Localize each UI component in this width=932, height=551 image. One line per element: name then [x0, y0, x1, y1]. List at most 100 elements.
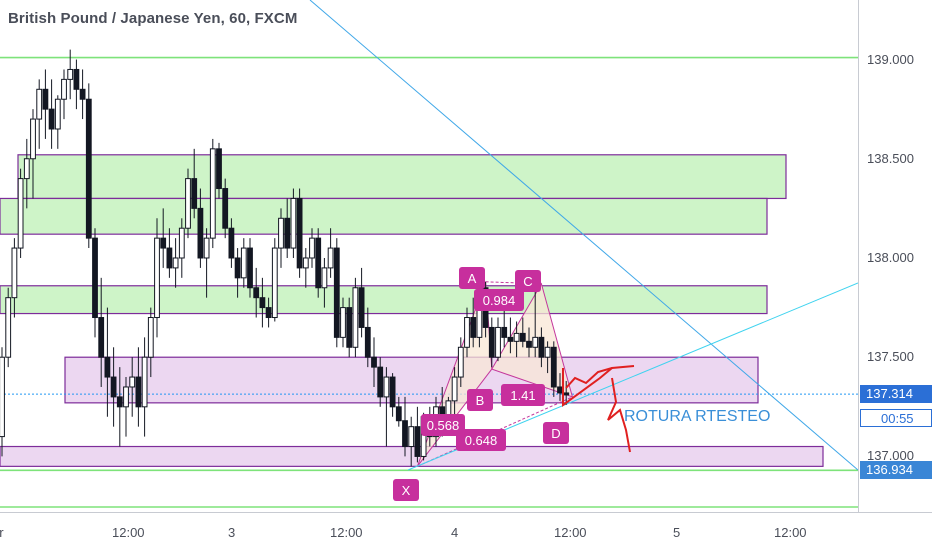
red-drawing-2 [565, 367, 613, 389]
price-axis[interactable]: 139.000 138.500 138.000 137.500 137.000 137.3… [858, 0, 932, 512]
ratio-label-1-text: 0.984 [483, 293, 516, 308]
candle [123, 386, 129, 408]
candle [513, 332, 520, 342]
candle [414, 426, 421, 457]
candle [42, 88, 49, 110]
label-x-text: X [402, 483, 411, 498]
candle [309, 237, 315, 259]
candle [209, 148, 216, 239]
current-price-label: 137.314 [860, 385, 932, 404]
candle [470, 317, 477, 338]
candle [160, 237, 167, 249]
candle [253, 287, 260, 299]
ratio-label-4-text: 0.568 [427, 418, 460, 433]
candle [197, 207, 204, 259]
candle [371, 356, 377, 368]
candle [116, 396, 123, 408]
countdown-label: 00:55 [860, 409, 932, 428]
price-tick: 138.500 [867, 150, 914, 166]
candle [526, 340, 532, 348]
candle [110, 376, 117, 398]
candle [178, 227, 185, 259]
candle [172, 257, 179, 269]
candle [278, 217, 284, 249]
candle [191, 178, 198, 209]
candle [61, 78, 67, 100]
candle [389, 376, 396, 408]
candle [495, 326, 501, 358]
candle [23, 158, 30, 180]
red-drawing-3 [607, 377, 631, 453]
time-tick: 12:00 [330, 525, 363, 540]
candle [228, 227, 235, 259]
ratio-label-2-text: 1.41 [510, 388, 535, 403]
ratio-label-1[interactable]: 0.984 [474, 289, 524, 311]
candle [154, 237, 160, 319]
candle [507, 336, 514, 342]
time-tick: 3 [228, 525, 236, 540]
chart-title: British Pound / Japanese Yen, 60, FXCM [8, 10, 298, 27]
ratio-label-3[interactable]: 0.648 [456, 429, 506, 451]
candle [166, 247, 173, 269]
candle [129, 376, 136, 388]
candle [488, 326, 495, 358]
label-a-text: A [468, 271, 477, 286]
candle [395, 406, 402, 422]
candle [247, 247, 253, 289]
candle [538, 336, 545, 358]
candle [141, 356, 148, 408]
candle [333, 247, 340, 338]
candle [216, 148, 222, 190]
candle [92, 237, 98, 319]
time-tick: 4 [451, 525, 459, 540]
label-a[interactable]: A [459, 267, 485, 289]
candle [147, 317, 154, 358]
label-c[interactable]: C [515, 270, 541, 292]
price-chart[interactable]: X A B C D 0.984 1.41 0.648 0.568 ROTURA RTESTEO [0, 0, 859, 512]
candle [383, 376, 390, 398]
demand-zone-3 [64, 356, 759, 404]
candle [5, 297, 12, 358]
time-tick: 12:00 [112, 525, 145, 540]
candle [240, 247, 247, 279]
candle [222, 188, 229, 229]
label-x[interactable]: X [393, 479, 419, 501]
candle [234, 257, 241, 279]
low-level-label: 136.934 [860, 460, 932, 479]
supply-zone-1 [0, 197, 768, 235]
ratio-label-2[interactable]: 1.41 [501, 384, 545, 406]
time-axis[interactable]: ar 12:00 3 12:00 4 12:00 5 12:00 [0, 512, 932, 551]
annotation-text: ROTURA RTESTEO [624, 408, 770, 425]
time-tick: ar [0, 525, 4, 540]
candle [364, 326, 371, 358]
red-drawing-1 [562, 365, 635, 407]
label-c-text: C [523, 274, 532, 289]
candle [451, 376, 458, 402]
candle [73, 68, 80, 90]
time-tick: 5 [673, 525, 681, 540]
descending-trend-line [309, 0, 859, 471]
candle [532, 336, 539, 348]
candle [296, 197, 303, 269]
candle [265, 307, 272, 319]
chart-area[interactable]: X A B C D 0.984 1.41 0.648 0.568 ROTURA RTESTEO B… [0, 0, 859, 512]
time-tick: 12:00 [554, 525, 587, 540]
ratio-label-4[interactable]: 0.568 [421, 414, 465, 436]
candle [48, 108, 55, 130]
candle [519, 332, 526, 342]
supply-zone-2 [0, 285, 768, 315]
candle [550, 346, 557, 388]
label-b[interactable]: B [467, 389, 493, 411]
candle [501, 326, 508, 338]
price-tick: 137.000 [867, 448, 914, 464]
candle [98, 317, 105, 358]
candle [377, 366, 384, 398]
time-tick: 12:00 [774, 525, 807, 540]
candle [17, 178, 24, 249]
label-d[interactable]: D [543, 422, 569, 444]
candle [30, 118, 36, 160]
candle [79, 88, 86, 100]
supply-zone-0 [17, 154, 787, 200]
candle [290, 197, 297, 249]
label-d-text: D [551, 426, 560, 441]
